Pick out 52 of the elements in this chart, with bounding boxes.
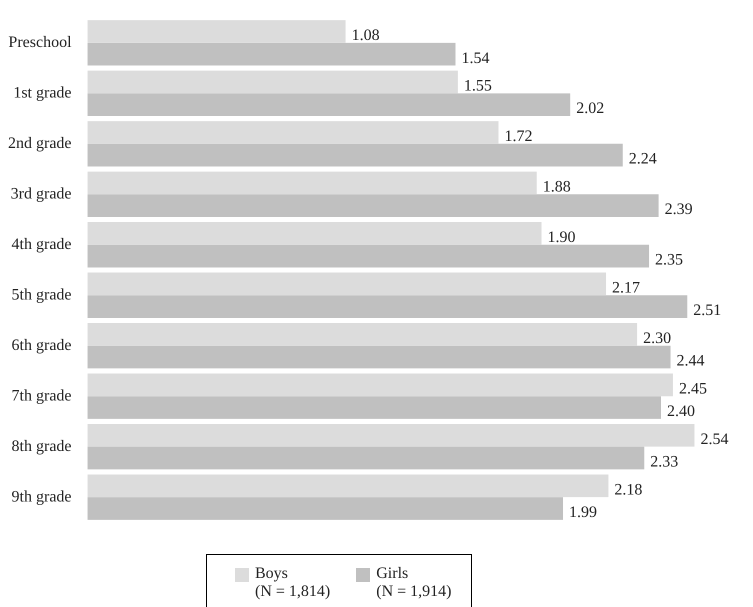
data-label: 1.99	[569, 504, 598, 522]
legend-label: Boys (N = 1,814)	[255, 565, 330, 601]
data-label: 2.18	[614, 481, 642, 498]
bar	[88, 497, 564, 520]
data-label: 1.72	[504, 128, 533, 146]
data-label: 1.90	[548, 228, 576, 246]
y-tick-label: 4th grade	[12, 236, 72, 253]
data-label: 2.44	[676, 352, 705, 370]
y-tick-label: Preschool	[8, 34, 72, 52]
y-tick-label: 9th grade	[12, 488, 72, 506]
bar	[88, 93, 570, 116]
y-tick-label: 1st grade	[13, 84, 72, 102]
y-tick-label: 2nd grade	[8, 135, 72, 152]
bar	[88, 121, 499, 144]
bar	[88, 295, 688, 318]
bar	[88, 244, 650, 268]
data-label: 1.88	[542, 178, 571, 196]
bar	[88, 20, 346, 43]
bar	[88, 194, 659, 217]
data-label: 2.30	[643, 330, 672, 347]
data-label: 2.39	[664, 201, 693, 218]
bar	[88, 446, 644, 470]
data-label: 2.17	[612, 279, 640, 296]
data-label: 2.40	[666, 403, 695, 420]
data-label: 2.02	[576, 100, 604, 118]
bar	[88, 144, 623, 167]
bar	[88, 474, 608, 498]
bar	[88, 346, 671, 368]
y-tick-label: 8th grade	[12, 438, 72, 455]
bar	[88, 373, 673, 396]
data-label: 1.08	[352, 27, 380, 44]
data-label: 2.45	[678, 380, 707, 398]
bar	[88, 42, 456, 66]
bar	[88, 222, 542, 245]
bar	[88, 172, 537, 194]
bar	[88, 323, 638, 346]
data-label: 2.35	[655, 252, 684, 269]
bar	[88, 272, 606, 296]
data-label: 2.33	[650, 454, 678, 471]
data-label: 1.54	[462, 50, 490, 67]
data-label: 1.55	[464, 78, 492, 95]
y-tick-label: 5th grade	[12, 286, 72, 304]
y-tick-label: 6th grade	[12, 336, 72, 354]
bar	[88, 396, 661, 419]
bar	[88, 424, 694, 447]
data-label: 2.51	[693, 302, 722, 320]
bar	[88, 70, 458, 94]
y-tick-label: 7th grade	[12, 387, 72, 404]
data-label: 2.54	[700, 430, 728, 448]
legend-label: Girls (N = 1,914)	[376, 565, 452, 601]
data-label: 2.24	[628, 150, 657, 168]
y-tick-label: 3rd grade	[10, 185, 72, 202]
